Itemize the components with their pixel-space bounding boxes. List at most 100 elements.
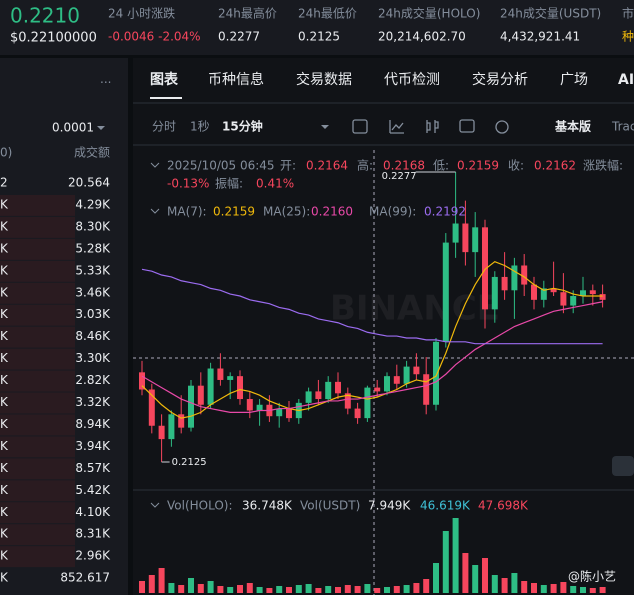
ma-value: 0.2160 — [311, 205, 353, 219]
volume-bar — [423, 579, 430, 593]
volume-bar — [207, 581, 214, 593]
volume-bar — [580, 587, 586, 593]
user-mark: @陈小艺 — [568, 569, 616, 584]
volume-bar — [501, 578, 508, 593]
low-marker: 0.2125 — [172, 457, 207, 468]
mode[interactable]: 基本版 — [554, 119, 591, 134]
info-value: 0.41% — [256, 177, 294, 191]
stat-value: 0.2277 — [218, 30, 260, 44]
collapse-icon[interactable] — [150, 162, 160, 168]
toolbar-icons[interactable] — [352, 119, 509, 134]
tab[interactable]: 代币检测 — [384, 72, 440, 88]
stat-value: 0.2125 — [298, 30, 340, 44]
depth-bg — [0, 458, 75, 480]
menu-button[interactable]: ··· — [100, 76, 111, 90]
volume-bar — [197, 584, 204, 593]
tab[interactable]: AI — [618, 72, 634, 88]
volume-bar — [374, 588, 381, 593]
candle-body — [207, 368, 214, 405]
chart-panel-bg — [133, 58, 634, 595]
depth-bg — [0, 194, 75, 216]
tab[interactable]: 广场 — [560, 72, 588, 88]
watermark: BINANCE — [330, 289, 500, 329]
tab[interactable]: 图表 — [150, 71, 179, 88]
volume-bar — [276, 586, 283, 593]
ob-amount: 8.57K — [75, 461, 111, 475]
candle-body — [256, 404, 263, 411]
ob-header: 成交额 — [74, 145, 110, 160]
candle-body — [217, 368, 224, 380]
volume-bar — [550, 584, 557, 593]
candle-body — [197, 385, 204, 405]
side-button[interactable] — [612, 456, 634, 476]
collapse-icon[interactable] — [150, 208, 160, 214]
candle-body — [521, 265, 528, 285]
dropdown-icon[interactable] — [97, 126, 105, 130]
candle-body — [511, 265, 518, 291]
tab[interactable]: 交易分析 — [472, 71, 528, 88]
vol-value: 7.949K — [368, 499, 411, 513]
ob-amount: 4.10K — [75, 505, 111, 519]
tab-underline — [150, 97, 182, 99]
candle-body — [531, 284, 537, 300]
stat-label: 24h成交量(USDT) — [500, 6, 601, 21]
dropdown-icon[interactable] — [321, 125, 329, 129]
volume-bar — [237, 585, 243, 593]
volume-bar — [472, 565, 479, 593]
depth-bg — [0, 304, 75, 326]
vol-label: Vol(USDT) — [300, 499, 360, 513]
ma-line — [141, 301, 603, 413]
depth-bg — [0, 260, 75, 282]
candle-body — [354, 408, 361, 419]
volume-bar — [599, 587, 606, 593]
volume-bar — [511, 573, 518, 593]
stat-label: 24h最低价 — [298, 7, 357, 21]
ob-cell: K — [0, 307, 9, 321]
ob-cell: K — [0, 351, 9, 365]
ob-amount: 8.46K — [75, 329, 111, 343]
candle-body — [344, 393, 351, 409]
ob-amount: 3.94K — [75, 439, 111, 453]
volume-bar — [531, 583, 537, 593]
interval[interactable]: 分时 — [152, 120, 176, 134]
candle-body — [178, 414, 185, 428]
ob-amount: 852.617 — [60, 571, 110, 585]
ma-label: MA(99): — [369, 205, 416, 219]
tab[interactable]: 交易数据 — [296, 71, 352, 88]
last-price: 0.2210 — [10, 4, 80, 28]
depth-bg — [0, 414, 75, 436]
volume-bar — [217, 586, 224, 593]
candle-body — [570, 296, 577, 306]
volume-bar — [491, 575, 498, 593]
volume-bar — [354, 586, 361, 593]
candle-body — [227, 376, 234, 380]
candle-body — [599, 294, 606, 300]
ob-amount: 3.46K — [75, 285, 111, 299]
volume-bar — [158, 568, 165, 593]
ob-amount: 5.28K — [75, 241, 111, 255]
ma-line — [141, 260, 603, 419]
ob-cell: K — [0, 263, 9, 277]
ob-amount: 8.94K — [75, 417, 111, 431]
interval[interactable]: 1秒 — [190, 120, 210, 134]
step-select[interactable]: 0.0001 — [52, 121, 94, 135]
volume-bar — [521, 581, 528, 593]
mode-cut[interactable]: Trac — [611, 120, 634, 134]
interval-active[interactable]: 15分钟 — [222, 119, 263, 134]
ob-amount: 2.96K — [75, 549, 111, 563]
high-marker: 0.2277 — [382, 171, 417, 182]
info-time: 2025/10/05 06:45 — [167, 159, 275, 173]
volume-bar — [168, 583, 175, 593]
info-label: 低: — [433, 159, 449, 173]
tab[interactable]: 币种信息 — [208, 71, 264, 88]
candle-body — [423, 374, 430, 405]
info-value: -0.13% — [167, 177, 209, 191]
ob-cell: K — [0, 439, 9, 453]
depth-bg — [0, 370, 75, 392]
stat-label: 24h成交量(HOLO) — [378, 6, 480, 21]
candle-body — [501, 276, 508, 291]
collapse-icon[interactable] — [150, 502, 160, 508]
ob-cell: K — [0, 219, 9, 233]
ob-cell: K — [0, 571, 9, 585]
